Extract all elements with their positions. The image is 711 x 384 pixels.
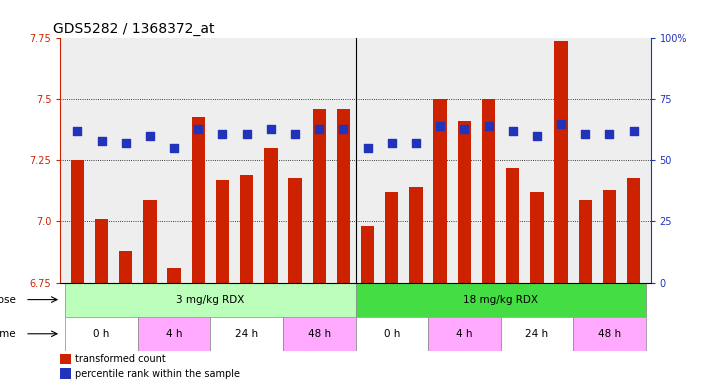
- Text: 3 mg/kg RDX: 3 mg/kg RDX: [176, 295, 245, 305]
- Bar: [60, 354, 71, 364]
- Bar: [65, 283, 356, 317]
- Bar: [579, 200, 592, 283]
- Bar: [168, 268, 181, 283]
- Bar: [283, 317, 356, 351]
- Bar: [506, 168, 519, 283]
- Point: [193, 126, 204, 132]
- Point: [265, 126, 277, 132]
- Bar: [240, 175, 253, 283]
- Bar: [192, 116, 205, 283]
- Bar: [410, 187, 422, 283]
- Point: [434, 123, 446, 129]
- Bar: [603, 190, 616, 283]
- Bar: [501, 317, 573, 351]
- Bar: [434, 99, 447, 283]
- Point: [217, 131, 228, 137]
- Bar: [95, 219, 108, 283]
- Text: 48 h: 48 h: [598, 329, 621, 339]
- Bar: [138, 317, 210, 351]
- Bar: [555, 41, 567, 283]
- Point: [72, 128, 83, 134]
- Text: 4 h: 4 h: [166, 329, 182, 339]
- Bar: [70, 161, 84, 283]
- Text: GDS5282 / 1368372_at: GDS5282 / 1368372_at: [53, 23, 215, 36]
- Bar: [573, 317, 646, 351]
- Bar: [356, 283, 646, 317]
- Bar: [530, 192, 543, 283]
- Point: [314, 126, 325, 132]
- Bar: [458, 121, 471, 283]
- Text: 4 h: 4 h: [456, 329, 473, 339]
- Bar: [264, 148, 277, 283]
- Point: [579, 131, 591, 137]
- Bar: [216, 180, 229, 283]
- Point: [386, 140, 397, 146]
- Point: [96, 138, 107, 144]
- Bar: [60, 368, 71, 379]
- Text: 0 h: 0 h: [384, 329, 400, 339]
- Text: 48 h: 48 h: [308, 329, 331, 339]
- Text: percentile rank within the sample: percentile rank within the sample: [75, 369, 240, 379]
- Point: [241, 131, 252, 137]
- Bar: [356, 317, 428, 351]
- Point: [555, 121, 567, 127]
- Bar: [361, 226, 374, 283]
- Bar: [337, 109, 350, 283]
- Text: dose: dose: [0, 295, 16, 305]
- Bar: [313, 109, 326, 283]
- Bar: [428, 317, 501, 351]
- Point: [120, 140, 132, 146]
- Point: [483, 123, 494, 129]
- Point: [289, 131, 301, 137]
- Point: [410, 140, 422, 146]
- Bar: [627, 177, 641, 283]
- Bar: [65, 317, 138, 351]
- Text: 0 h: 0 h: [93, 329, 109, 339]
- Text: 18 mg/kg RDX: 18 mg/kg RDX: [463, 295, 538, 305]
- Point: [338, 126, 349, 132]
- Point: [531, 133, 542, 139]
- Text: 24 h: 24 h: [235, 329, 258, 339]
- Text: transformed count: transformed count: [75, 354, 166, 364]
- Point: [604, 131, 615, 137]
- Point: [362, 145, 373, 151]
- Point: [169, 145, 180, 151]
- Bar: [144, 200, 156, 283]
- Bar: [482, 99, 495, 283]
- Bar: [119, 251, 132, 283]
- Text: time: time: [0, 329, 16, 339]
- Point: [144, 133, 156, 139]
- Point: [507, 128, 518, 134]
- Bar: [210, 317, 283, 351]
- Bar: [385, 192, 398, 283]
- Point: [628, 128, 639, 134]
- Text: 24 h: 24 h: [525, 329, 548, 339]
- Point: [459, 126, 470, 132]
- Bar: [289, 177, 301, 283]
